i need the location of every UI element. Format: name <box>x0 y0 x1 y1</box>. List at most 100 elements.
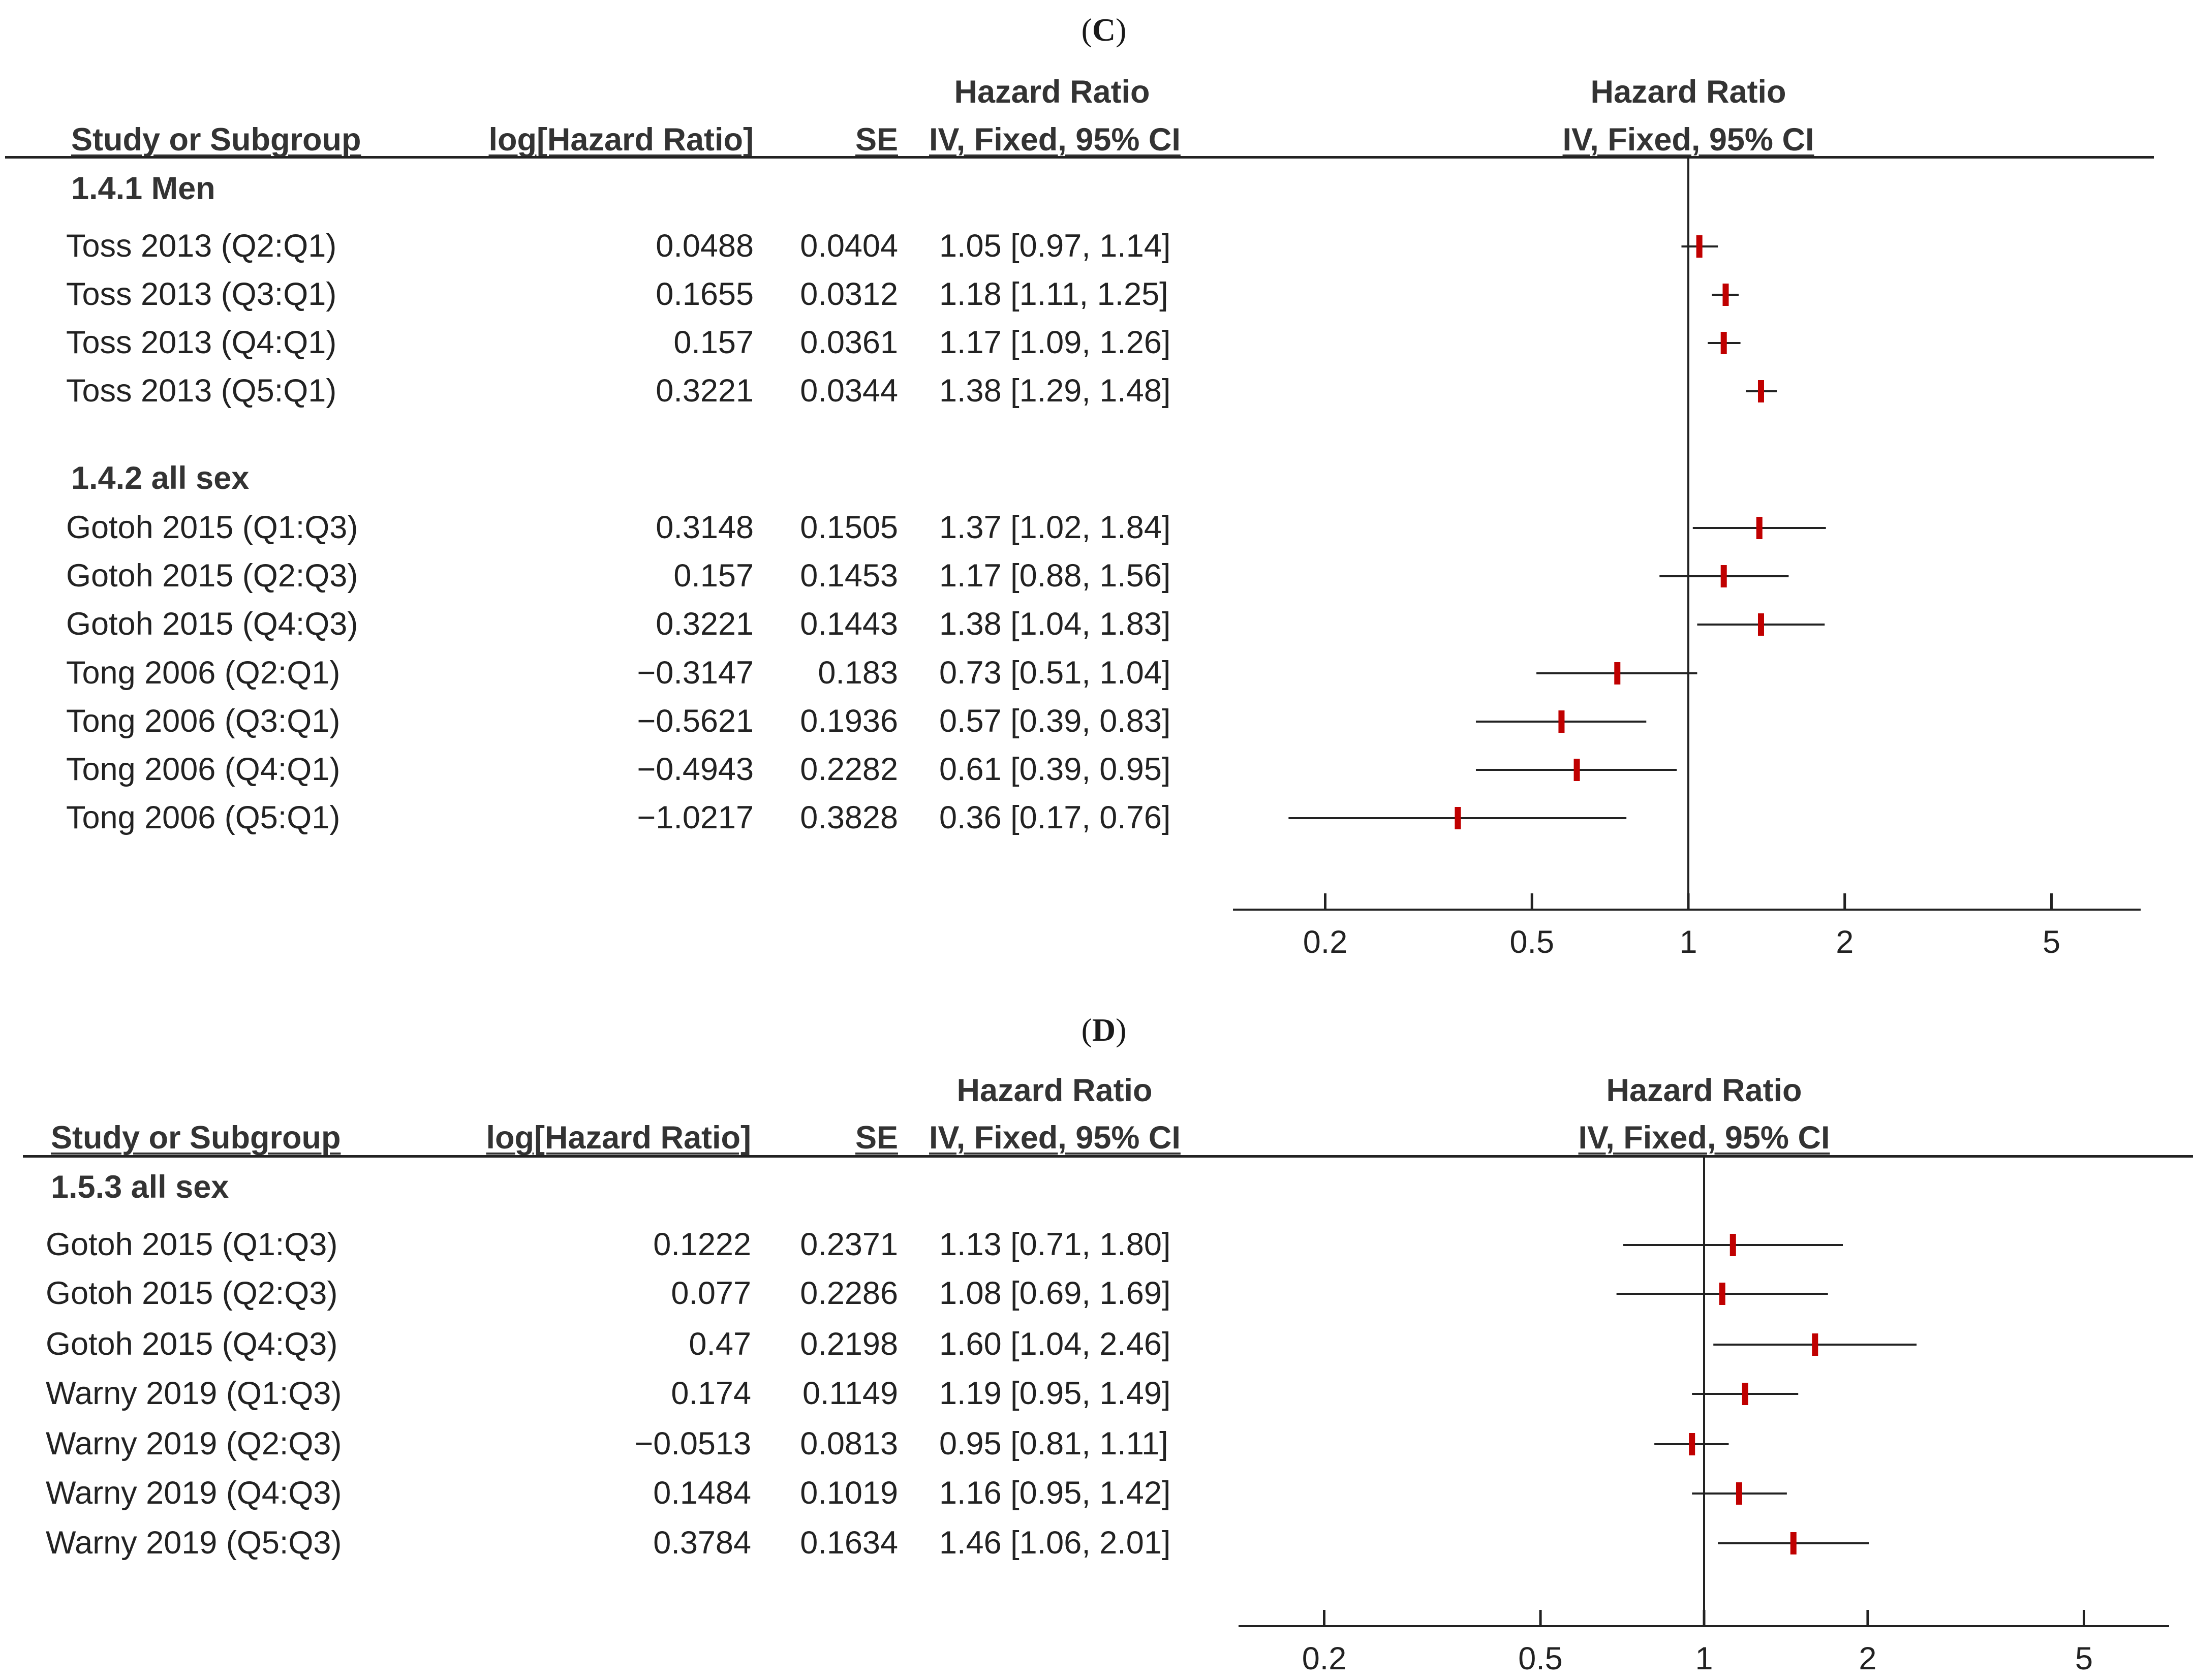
study-name: Gotoh 2015 (Q4:Q3) <box>66 606 358 642</box>
study-name: Tong 2006 (Q4:Q1) <box>66 752 341 787</box>
header-hr-method: IV, Fixed, 95% CI <box>929 1120 1181 1156</box>
subgroup-label: 1.5.3 all sex <box>51 1169 229 1205</box>
study-log-hr: 0.3221 <box>656 606 754 642</box>
study-name: Gotoh 2015 (Q2:Q3) <box>46 1275 338 1311</box>
study-name: Toss 2013 (Q2:Q1) <box>66 228 337 264</box>
study-se: 0.3828 <box>800 800 898 835</box>
point-estimate <box>1558 710 1565 733</box>
header-study: Study or Subgroup <box>51 1120 341 1156</box>
study-se: 0.0404 <box>800 228 898 264</box>
study-ci: 1.13 [0.71, 1.80] <box>939 1227 1171 1262</box>
study-name: Toss 2013 (Q4:Q1) <box>66 325 337 360</box>
study-log-hr: 0.0488 <box>656 228 754 264</box>
study-log-hr: −0.5621 <box>637 703 754 739</box>
point-estimate <box>1720 332 1727 354</box>
header-plot-method: IV, Fixed, 95% CI <box>1578 1120 1830 1156</box>
study-log-hr: −0.4943 <box>637 752 754 787</box>
study-ci: 0.57 [0.39, 0.83] <box>939 703 1171 739</box>
study-log-hr: −0.3147 <box>637 655 754 691</box>
point-estimate <box>1696 235 1703 258</box>
study-se: 0.2371 <box>800 1227 898 1262</box>
study-log-hr: 0.174 <box>671 1376 751 1411</box>
header-study: Study or Subgroup <box>71 122 361 158</box>
study-log-hr: 0.3148 <box>656 510 754 545</box>
point-estimate <box>1736 1482 1742 1505</box>
point-estimate <box>1757 613 1764 636</box>
x-tick-label: 2 <box>1859 1641 1876 1676</box>
study-name: Toss 2013 (Q3:Q1) <box>66 276 337 312</box>
study-ci: 1.46 [1.06, 2.01] <box>939 1525 1171 1561</box>
study-ci: 1.17 [1.09, 1.26] <box>939 325 1171 360</box>
study-ci: 1.08 [0.69, 1.69] <box>939 1275 1171 1311</box>
study-name: Gotoh 2015 (Q4:Q3) <box>46 1326 338 1362</box>
study-se: 0.183 <box>818 655 898 691</box>
point-estimate <box>1720 565 1727 587</box>
study-ci: 0.36 [0.17, 0.76] <box>939 800 1171 835</box>
study-log-hr: 0.3784 <box>653 1525 751 1561</box>
header-plot-method: IV, Fixed, 95% CI <box>1562 122 1814 158</box>
x-tick-label: 0.2 <box>1302 1641 1347 1676</box>
point-estimate <box>1757 380 1764 402</box>
point-estimate <box>1455 807 1461 829</box>
header-plot-title: Hazard Ratio <box>1606 1073 1802 1108</box>
point-estimate <box>1573 759 1580 781</box>
study-ci: 1.05 [0.97, 1.14] <box>939 228 1171 264</box>
study-se: 0.0361 <box>800 325 898 360</box>
header-plot-title: Hazard Ratio <box>1590 74 1786 110</box>
header-log-hr: log[Hazard Ratio] <box>488 122 754 158</box>
study-log-hr: 0.157 <box>673 325 754 360</box>
panel-label: (C) <box>1081 12 1127 48</box>
study-se: 0.1505 <box>800 510 898 545</box>
study-log-hr: −1.0217 <box>637 800 754 835</box>
header-hr-method: IV, Fixed, 95% CI <box>929 122 1181 158</box>
header-rule <box>23 1155 2193 1158</box>
study-ci: 1.38 [1.04, 1.83] <box>939 606 1171 642</box>
study-se: 0.0813 <box>800 1426 898 1461</box>
x-tick-label: 5 <box>2043 924 2060 960</box>
point-estimate <box>1614 662 1621 685</box>
study-ci: 1.16 [0.95, 1.42] <box>939 1475 1171 1511</box>
study-log-hr: 0.077 <box>671 1275 751 1311</box>
header-se: SE <box>855 1120 898 1156</box>
point-estimate <box>1729 1234 1736 1256</box>
study-log-hr: 0.3221 <box>656 373 754 409</box>
study-ci: 1.37 [1.02, 1.84] <box>939 510 1171 545</box>
study-se: 0.1453 <box>800 558 898 594</box>
study-log-hr: 0.47 <box>689 1326 751 1362</box>
study-log-hr: 0.157 <box>673 558 754 594</box>
study-ci: 1.19 [0.95, 1.49] <box>939 1376 1171 1411</box>
study-se: 0.1634 <box>800 1525 898 1561</box>
point-estimate <box>1722 284 1729 306</box>
study-ci: 1.38 [1.29, 1.48] <box>939 373 1171 409</box>
header-se: SE <box>855 122 898 158</box>
point-estimate <box>1812 1333 1818 1356</box>
study-ci: 0.61 [0.39, 0.95] <box>939 752 1171 787</box>
point-estimate <box>1790 1532 1797 1554</box>
point-estimate <box>1742 1383 1748 1405</box>
study-name: Tong 2006 (Q5:Q1) <box>66 800 341 835</box>
study-log-hr: 0.1484 <box>653 1475 751 1511</box>
x-tick-label: 1 <box>1695 1641 1713 1676</box>
study-ci: 0.73 [0.51, 1.04] <box>939 655 1171 691</box>
study-name: Warny 2019 (Q5:Q3) <box>46 1525 342 1561</box>
study-ci: 0.95 [0.81, 1.11] <box>939 1426 1168 1461</box>
study-se: 0.0312 <box>800 276 898 312</box>
header-log-hr: log[Hazard Ratio] <box>486 1120 751 1156</box>
study-se: 0.2198 <box>800 1326 898 1362</box>
study-name: Tong 2006 (Q2:Q1) <box>66 655 341 691</box>
point-estimate <box>1756 517 1763 539</box>
study-ci: 1.60 [1.04, 2.46] <box>939 1326 1171 1362</box>
study-log-hr: 0.1655 <box>656 276 754 312</box>
x-tick-label: 2 <box>1836 924 1854 960</box>
study-name: Tong 2006 (Q3:Q1) <box>66 703 341 739</box>
study-name: Warny 2019 (Q2:Q3) <box>46 1426 342 1461</box>
study-se: 0.1149 <box>802 1376 898 1411</box>
study-se: 0.2286 <box>800 1275 898 1311</box>
point-estimate <box>1689 1433 1695 1455</box>
study-ci: 1.17 [0.88, 1.56] <box>939 558 1171 594</box>
header-hr-title: Hazard Ratio <box>954 74 1150 110</box>
study-se: 0.0344 <box>800 373 898 409</box>
x-tick-label: 5 <box>2075 1641 2093 1676</box>
x-tick-label: 1 <box>1679 924 1697 960</box>
